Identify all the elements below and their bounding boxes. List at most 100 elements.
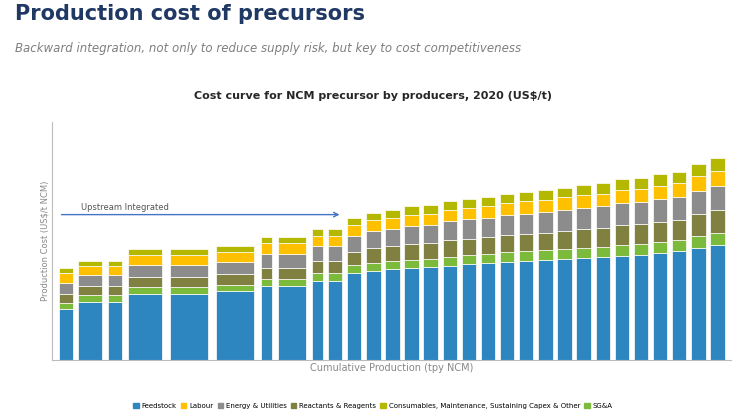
Bar — [577, 195, 591, 208]
Bar — [128, 255, 162, 265]
Bar — [691, 176, 706, 191]
Bar — [634, 189, 648, 202]
Bar — [328, 261, 342, 274]
Bar — [538, 190, 553, 200]
Bar — [481, 206, 495, 218]
Bar — [538, 251, 553, 260]
Bar — [404, 207, 419, 215]
Bar — [128, 294, 162, 360]
Bar — [424, 267, 438, 360]
Bar — [519, 261, 533, 360]
Bar — [577, 185, 591, 195]
Bar — [216, 246, 254, 253]
Bar — [108, 302, 122, 360]
Bar — [328, 229, 342, 235]
Bar — [216, 253, 254, 262]
Bar — [519, 234, 533, 251]
Bar — [366, 220, 380, 231]
Bar — [59, 294, 73, 303]
Bar — [653, 174, 667, 186]
Bar — [169, 277, 208, 287]
Bar — [634, 254, 648, 360]
Bar — [216, 291, 254, 360]
Bar — [328, 274, 342, 281]
Bar — [169, 249, 208, 255]
Bar — [615, 225, 629, 245]
Bar — [169, 294, 208, 360]
Bar — [328, 235, 342, 246]
Bar — [347, 225, 362, 235]
Bar — [108, 266, 122, 275]
Bar — [500, 215, 515, 235]
Text: Upstream Integrated: Upstream Integrated — [81, 202, 169, 212]
Bar — [128, 265, 162, 277]
Bar — [312, 261, 324, 274]
Bar — [366, 248, 380, 263]
Bar — [216, 274, 254, 285]
Bar — [328, 281, 342, 360]
Bar — [653, 186, 667, 199]
Bar — [404, 260, 419, 268]
Bar — [78, 302, 102, 360]
Bar — [481, 197, 495, 206]
Bar — [577, 208, 591, 230]
Bar — [519, 214, 533, 234]
Bar — [481, 263, 495, 360]
Bar — [260, 237, 272, 243]
Y-axis label: Production Cost (US$/t NCM): Production Cost (US$/t NCM) — [40, 181, 49, 301]
Bar — [366, 263, 380, 271]
Bar — [216, 262, 254, 274]
Bar — [481, 254, 495, 263]
Bar — [653, 199, 667, 222]
Bar — [260, 253, 272, 268]
Bar — [595, 228, 610, 247]
Bar — [710, 246, 724, 360]
Bar — [462, 219, 476, 239]
Bar — [278, 237, 307, 243]
Bar — [78, 295, 102, 302]
Bar — [481, 237, 495, 254]
Bar — [519, 192, 533, 202]
Bar — [385, 218, 400, 229]
Bar — [595, 194, 610, 207]
Bar — [634, 244, 648, 254]
Bar — [577, 230, 591, 248]
Bar — [424, 259, 438, 267]
Bar — [312, 274, 324, 281]
Bar — [634, 202, 648, 225]
Bar — [128, 277, 162, 287]
Bar — [128, 249, 162, 255]
Bar — [59, 268, 73, 274]
Bar — [260, 279, 272, 286]
Bar — [278, 253, 307, 268]
Bar — [672, 172, 686, 183]
Bar — [59, 274, 73, 283]
Bar — [538, 233, 553, 251]
Bar — [169, 265, 208, 277]
Bar — [653, 253, 667, 360]
Bar — [615, 190, 629, 204]
Bar — [442, 266, 457, 360]
Bar — [557, 210, 571, 230]
Bar — [634, 178, 648, 189]
Bar — [442, 240, 457, 256]
Bar — [442, 201, 457, 210]
Bar — [385, 210, 400, 218]
Bar — [653, 242, 667, 253]
Bar — [500, 262, 515, 360]
Bar — [710, 233, 724, 246]
Bar — [595, 257, 610, 360]
Bar — [347, 218, 362, 225]
Bar — [595, 247, 610, 257]
Bar — [366, 231, 380, 248]
X-axis label: Cumulative Production (tpy NCM): Cumulative Production (tpy NCM) — [310, 363, 474, 373]
Bar — [108, 286, 122, 295]
Bar — [519, 251, 533, 261]
Bar — [672, 183, 686, 197]
Bar — [424, 243, 438, 259]
Bar — [424, 225, 438, 243]
Bar — [557, 230, 571, 249]
Bar — [347, 252, 362, 265]
Bar — [312, 229, 324, 235]
Bar — [78, 286, 102, 295]
